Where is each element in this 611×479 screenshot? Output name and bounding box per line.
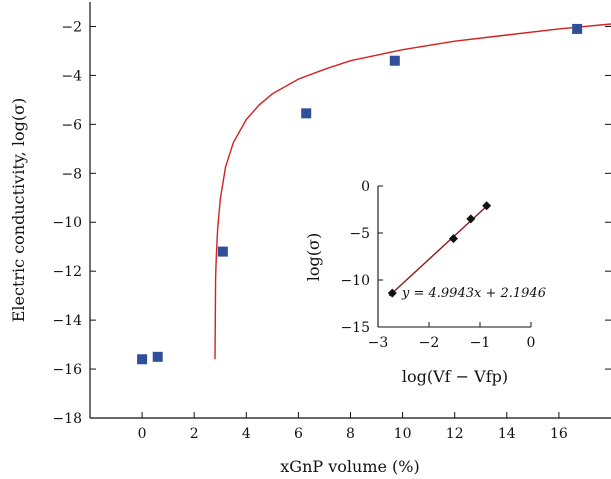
inset-data-point [448,234,458,244]
percolation-fit-line [214,23,611,360]
inset-y-ticks: −15 −10 −5 0 [340,179,383,336]
main-x-tick-label: 8 [346,426,355,442]
main-x-axis-label: xGnP volume (%) [280,457,419,476]
inset-y-tick-label: −15 [340,320,370,336]
inset-data-point [482,201,492,211]
main-x-tick-label: 2 [190,426,199,442]
main-y-tick-label: −16 [52,362,82,378]
inset-y-tick-label: −10 [340,273,370,289]
main-y-tick-label: −2 [61,19,82,35]
main-y-tick-label: −14 [52,313,82,329]
inset-fit-line [388,203,490,297]
main-x-tick-label: 12 [446,426,464,442]
main-y-ticks: −18−16−14−12−10−8−6−4−2 [52,19,611,427]
main-y-tick-label: −10 [52,215,82,231]
main-x-tick-label: 10 [394,426,412,442]
main-x-tick-label: 16 [550,426,568,442]
main-x-tick-label: 4 [242,426,251,442]
inset-data-point [387,288,397,298]
main-data-point [301,108,312,119]
main-data-point [152,351,163,362]
main-x-tick-label: 14 [498,426,516,442]
inset-plot: −3 −2 −1 0 −15−10−50 y = 4.9943x + 2.1946 l… [304,179,546,386]
percolation-fit-curve [214,23,611,360]
inset-data-point [466,214,476,224]
main-data-point [389,55,400,66]
main-data-point [217,246,228,257]
main-x-tick-label: 6 [294,426,303,442]
main-y-tick-label: −12 [52,264,82,280]
inset-fit-equation: y = 4.9943x + 2.1946 [401,286,546,301]
inset-y-axis-label: log(σ) [304,233,323,281]
main-y-tick-label: −8 [61,166,82,182]
main-data-point [572,23,583,34]
main-y-tick-label: −18 [52,411,82,427]
inset-x-tick-label: −1 [470,335,491,351]
inset-y-tick-label: 0 [361,179,370,195]
main-x-tick-label: 0 [138,426,147,442]
inset-x-tick-label: −3 [368,335,389,351]
main-data-point [137,354,148,365]
main-plot: 0 2 4 6 8 10 12 14 16 −18−16−14−12−10−8−6−4−2 xG… [9,2,611,476]
inset-x-ticks: −3 −2 −1 0 [368,322,536,351]
main-data-markers [137,23,583,365]
inset-x-tick-label: 0 [527,335,536,351]
inset-x-axis-label: log(Vf − Vfp) [402,367,508,386]
inset-data-markers [387,201,492,298]
main-y-tick-label: −6 [61,117,82,133]
inset-regression-line [388,203,490,297]
inset-y-tick-label: −5 [349,226,370,242]
main-x-ticks: 0 2 4 6 8 10 12 14 16 [138,412,568,442]
main-y-tick-label: −4 [61,68,82,84]
main-y-axis-label: Electric conductivity, log(σ) [9,98,28,323]
inset-x-tick-label: −2 [419,335,440,351]
